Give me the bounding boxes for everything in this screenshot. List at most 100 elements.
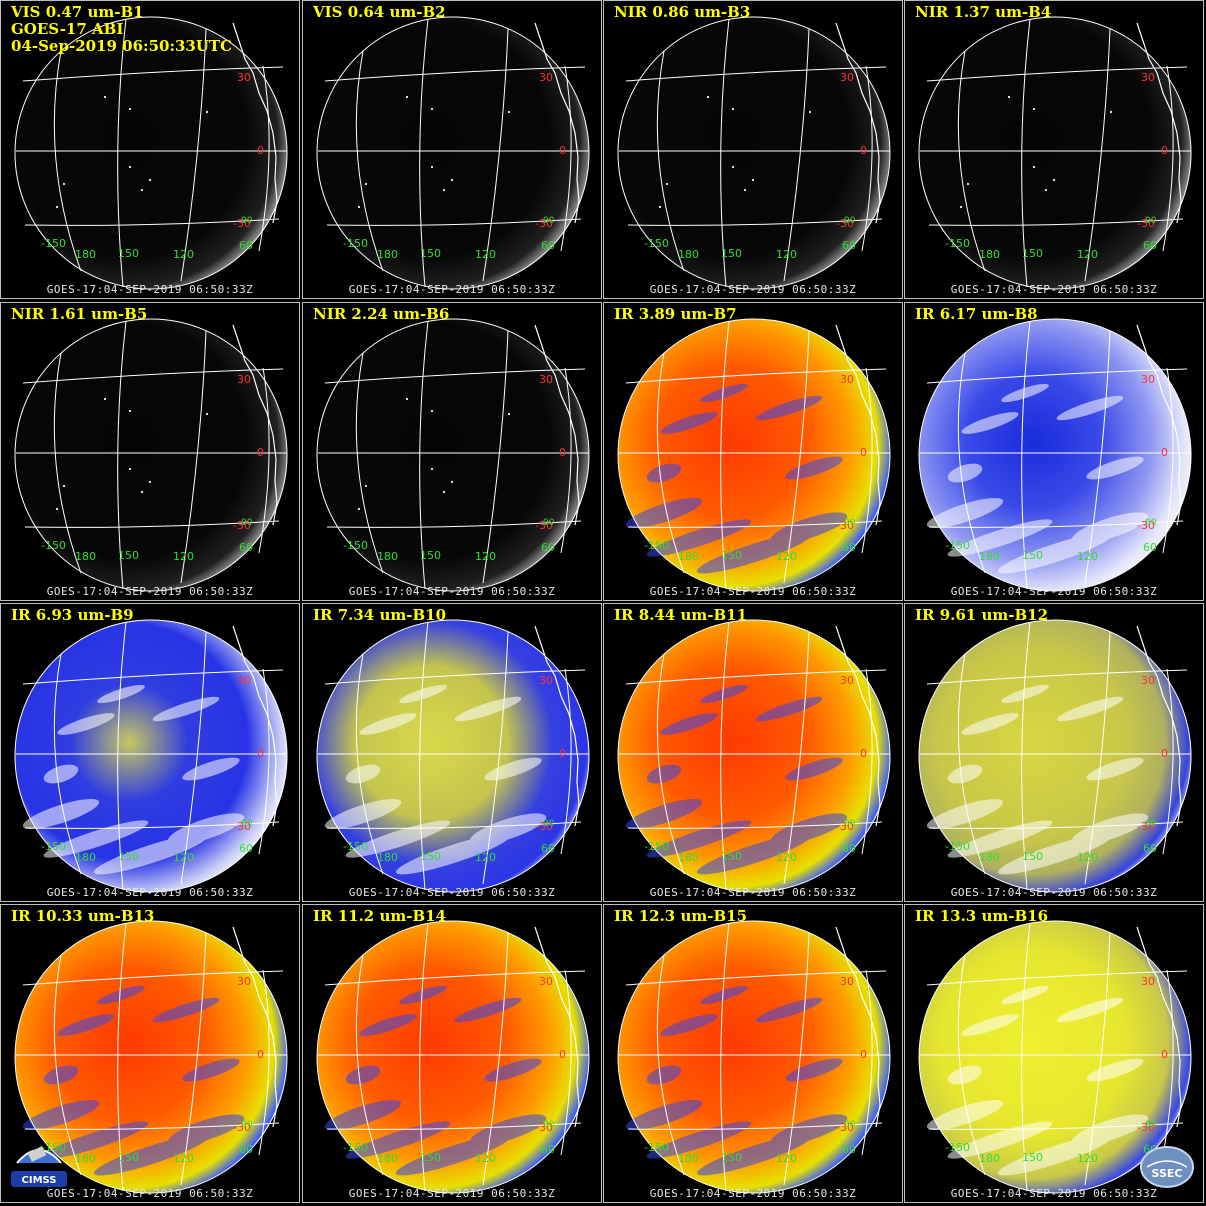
lon-label-150: 150 (721, 850, 742, 863)
cloud-texture (926, 383, 1149, 574)
lat-label-30: 30 (237, 975, 251, 988)
graticule (316, 920, 590, 1194)
graticule (617, 318, 891, 592)
lat-label-minus30: -30 (535, 820, 553, 833)
lon-label-120: 120 (776, 550, 797, 563)
lat-label-0: 0 (257, 747, 264, 760)
lon-label-90: 90 (241, 1120, 253, 1130)
graticule (918, 920, 1192, 1194)
cloud-texture (926, 985, 1149, 1176)
lat-label-0: 0 (1161, 144, 1168, 157)
lon-label-120: 120 (776, 1152, 797, 1165)
cloud-texture (324, 985, 547, 1176)
lon-label-120: 120 (475, 851, 496, 864)
panel-footer-timestamp: GOES-17:04-SEP-2019 06:50:33Z (348, 283, 556, 296)
lon-label-120: 120 (173, 248, 194, 261)
lat-label-30: 30 (237, 674, 251, 687)
lat-label-minus30: -30 (535, 217, 553, 230)
band-panel: 30 0 -30 -150 180 150 120 60 90 IR 10.33 um-B13 GO… (0, 904, 300, 1203)
graticule (918, 16, 1192, 290)
lon-label-minus150: -150 (343, 237, 368, 250)
lat-label-minus30: -30 (836, 519, 854, 532)
lat-label-minus30: -30 (535, 1121, 553, 1134)
panel-footer-timestamp: GOES-17:04-SEP-2019 06:50:33Z (46, 1187, 254, 1200)
lon-label-150: 150 (420, 549, 441, 562)
band-title: IR 8.44 um-B11 (614, 606, 748, 624)
lon-label-150: 150 (118, 549, 139, 562)
lon-label-150: 150 (118, 1151, 139, 1164)
lat-label-30: 30 (1141, 674, 1155, 687)
timestamp-label: 04-Sep-2019 06:50:33UTC (11, 37, 233, 55)
lat-label-minus30: -30 (233, 820, 251, 833)
lon-label-90: 90 (844, 819, 856, 829)
graticule (918, 318, 1192, 592)
lat-label-minus30: -30 (233, 217, 251, 230)
graticule (316, 16, 590, 290)
lon-label-120: 120 (173, 1152, 194, 1165)
lon-label-120: 120 (1077, 550, 1098, 563)
island-dots (960, 96, 1112, 208)
lat-label-0: 0 (1161, 747, 1168, 760)
lat-label-0: 0 (860, 1048, 867, 1061)
lon-label-120: 120 (475, 248, 496, 261)
graticule (617, 920, 891, 1194)
lon-label-90: 90 (1145, 819, 1157, 829)
graticule (14, 619, 288, 893)
lon-label-180: 180 (75, 1152, 96, 1165)
lon-label-90: 90 (241, 819, 253, 829)
lon-label-60: 60 (239, 1143, 253, 1156)
lat-label-minus30: -30 (1137, 820, 1155, 833)
lon-label-120: 120 (173, 851, 194, 864)
band-panel: 30 0 -30 -150 180 150 120 60 90 IR 6.93 um-B9 GOES… (0, 603, 300, 902)
lon-label-150: 150 (721, 1151, 742, 1164)
cloud-texture (625, 985, 848, 1176)
lat-label-30: 30 (1141, 71, 1155, 84)
lon-label-60: 60 (541, 541, 555, 554)
band-title: IR 6.17 um-B8 (915, 305, 1038, 323)
band-title: IR 13.3 um-B16 (915, 907, 1049, 925)
lon-label-minus150: -150 (644, 1141, 669, 1154)
lon-label-180: 180 (678, 248, 699, 261)
lon-label-120: 120 (475, 1152, 496, 1165)
lon-label-150: 150 (721, 549, 742, 562)
lon-label-150: 150 (118, 850, 139, 863)
lon-label-90: 90 (543, 1120, 555, 1130)
island-dots (56, 398, 208, 510)
lon-label-60: 60 (541, 842, 555, 855)
lat-label-minus30: -30 (836, 217, 854, 230)
cimss-logo-text: CIMSS (22, 1175, 57, 1186)
lat-label-30: 30 (840, 674, 854, 687)
lon-label-60: 60 (1143, 541, 1157, 554)
lat-label-0: 0 (860, 747, 867, 760)
lat-label-minus30: -30 (1137, 1121, 1155, 1134)
lon-label-150: 150 (1022, 247, 1043, 260)
band-title: IR 7.34 um-B10 (313, 606, 447, 624)
earth-disk (618, 17, 890, 289)
lon-label-180: 180 (979, 1152, 1000, 1165)
lon-label-minus150: -150 (41, 237, 66, 250)
lat-label-0: 0 (1161, 1048, 1168, 1061)
panel-footer-timestamp: GOES-17:04-SEP-2019 06:50:33Z (649, 283, 857, 296)
lon-label-180: 180 (75, 248, 96, 261)
lat-label-0: 0 (559, 144, 566, 157)
lon-label-150: 150 (420, 850, 441, 863)
lon-label-90: 90 (1145, 1120, 1157, 1130)
cloud-texture (625, 383, 848, 574)
band-panel: 30 0 -30 -150 180 150 120 60 90 NIR 2.24 um-B6 GOE… (302, 302, 602, 601)
graticule (14, 318, 288, 592)
lat-label-minus30: -30 (233, 1121, 251, 1134)
lon-label-180: 180 (377, 1152, 398, 1165)
lon-label-60: 60 (541, 1143, 555, 1156)
lon-label-minus150: -150 (644, 539, 669, 552)
lat-label-0: 0 (559, 1048, 566, 1061)
lat-label-0: 0 (257, 1048, 264, 1061)
lon-label-180: 180 (979, 248, 1000, 261)
satellite-label: GOES-17 ABI (11, 20, 124, 38)
